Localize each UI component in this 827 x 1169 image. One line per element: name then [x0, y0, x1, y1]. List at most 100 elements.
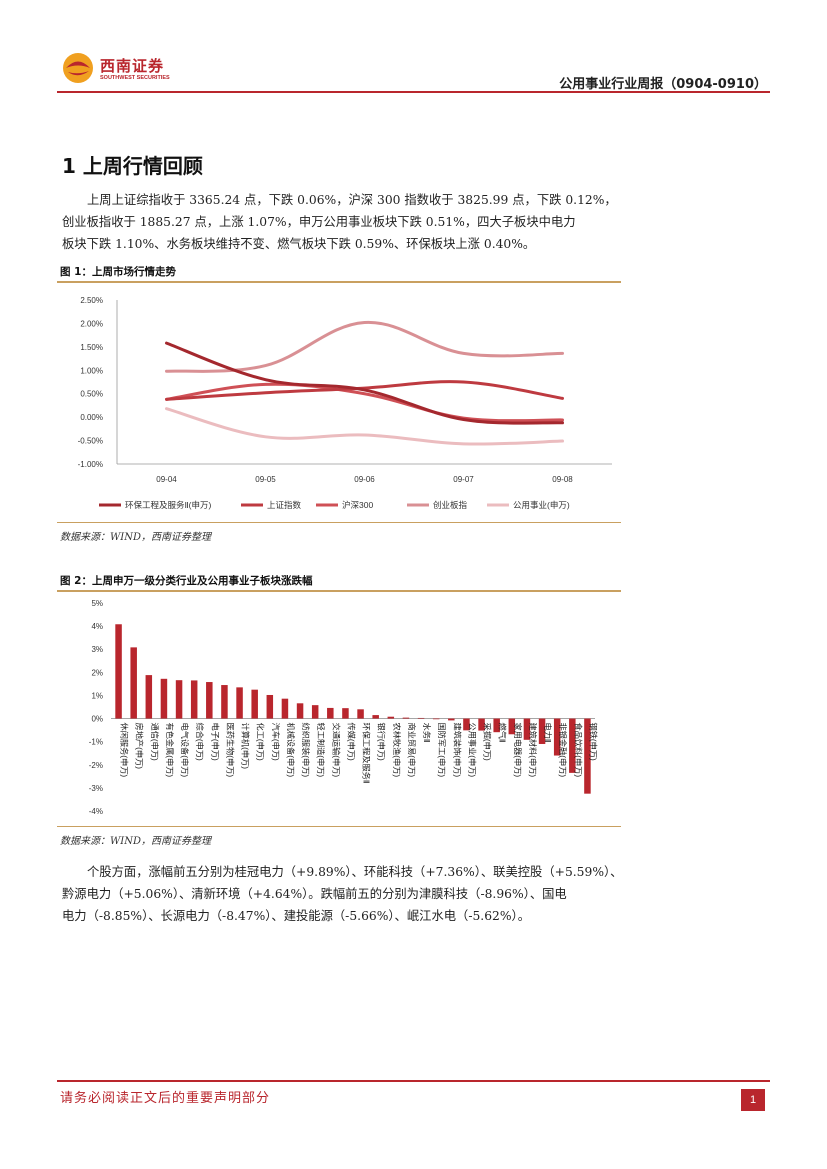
legend-label: 创业板指	[433, 500, 468, 510]
bar	[538, 718, 546, 744]
legend-label: 沪深300	[342, 500, 373, 510]
category-label: 钢铁(申万)	[588, 723, 598, 761]
bar	[508, 718, 516, 735]
disclaimer-note: 请务必阅读正文后的重要声明部分	[60, 1091, 271, 1106]
bar	[448, 718, 455, 721]
bar	[296, 703, 304, 719]
category-label: 休闲服务(申万)	[120, 723, 130, 778]
y-tick-label: -1%	[89, 738, 103, 747]
bar	[266, 694, 274, 719]
bar	[463, 718, 470, 731]
y-tick-label: 4%	[91, 622, 103, 631]
category-label: 医药生物(申万)	[225, 723, 235, 778]
category-label: 商业贸易(申万)	[407, 723, 417, 778]
section-heading: 1 上周行情回顾	[62, 154, 203, 178]
y-tick-label: 3%	[91, 645, 103, 654]
category-label: 机械设备(申万)	[286, 723, 296, 778]
paragraph-line: 板块下跌 1.10%、水务板块维持不变、燃气板块下跌 0.59%、环保板块上涨 …	[62, 237, 536, 251]
category-label: 环保工程及服务Ⅱ	[362, 723, 372, 784]
bar	[387, 716, 395, 719]
stock-movers-paragraph: 个股方面，涨幅前五分别为桂冠电力（+9.89%）、环能科技（+7.36%）、联美…	[62, 861, 622, 927]
y-tick-label: -3%	[89, 784, 103, 793]
figure-2-title: 图 2：上周申万一级分类行业及公用事业子板块涨跌幅	[60, 575, 313, 587]
bar	[569, 718, 576, 773]
bar	[372, 715, 379, 719]
y-tick-label: 0.00%	[80, 413, 103, 422]
bar	[311, 705, 319, 719]
y-tick-label: -4%	[89, 807, 103, 816]
bar	[523, 718, 531, 740]
x-tick-label: 09-05	[255, 475, 276, 484]
header-divider	[57, 91, 770, 93]
bar	[417, 717, 425, 719]
report-title: 公用事业行业周报（0904-0910）	[559, 77, 767, 92]
x-tick-label: 09-06	[354, 475, 375, 484]
category-label: 综合(申万)	[195, 723, 205, 761]
y-tick-label: 0.50%	[80, 390, 103, 399]
x-tick-label: 09-07	[453, 475, 474, 484]
category-label: 建筑材料(申万)	[528, 723, 538, 778]
y-tick-label: -1.00%	[78, 460, 103, 469]
paragraph-line: 个股方面，涨幅前五分别为桂冠电力（+9.89%）、环能科技（+7.36%）、联美…	[87, 865, 623, 879]
footer-divider	[57, 1080, 770, 1082]
company-logo	[63, 53, 93, 83]
bar	[130, 647, 137, 719]
bar	[342, 708, 349, 719]
bar	[115, 624, 122, 719]
bar	[553, 718, 561, 756]
category-label: 水务Ⅱ	[422, 723, 432, 743]
y-tick-label: 0%	[91, 715, 103, 724]
legend-label: 环保工程及服务Ⅱ(申万)	[125, 500, 212, 510]
category-label: 汽车(申万)	[271, 723, 281, 761]
figure-1-source: 数据来源：WIND，西南证券整理	[60, 532, 211, 543]
paragraph-line: 黔源电力（+5.06%）、清新环境（+4.64%）。跌幅前五的分别为津膜科技（-…	[62, 887, 567, 901]
bar	[251, 689, 258, 719]
x-tick-label: 09-08	[552, 475, 573, 484]
category-label: 国防军工(申万)	[437, 723, 447, 778]
figure-1-top-rule	[57, 281, 621, 283]
bar	[206, 682, 213, 719]
bar	[190, 680, 198, 719]
category-label: 化工(申万)	[256, 723, 266, 761]
series-line-2	[165, 382, 564, 423]
category-label: 电气设备(申万)	[180, 723, 190, 778]
category-label: 电子(申万)	[210, 723, 220, 761]
bar	[175, 680, 183, 719]
market-trend-line-chart: -1.00% -0.50% 0.00% 0.50% 1.00% 1.50% 2.00% 2.5…	[78, 296, 612, 510]
market-review-paragraph: 上周上证综指收于 3365.24 点，下跌 0.06%，沪深 300 指数收于 …	[62, 189, 622, 255]
figure-2-bottom-rule	[57, 826, 621, 827]
category-label: 传媒(申万)	[346, 723, 356, 761]
legend-label: 公用事业(申万)	[513, 500, 570, 510]
industry-change-bar-chart: -4% -3% -2% -1% 0% 1% 2% 3% 4% 5% 休闲服务(申万) 房地产(申万)…	[89, 599, 599, 816]
category-label: 通信(申万)	[150, 723, 160, 761]
logo-chinese-name: 西南证券	[100, 57, 165, 75]
legend-label: 上证指数	[267, 500, 302, 510]
category-label: 采掘(申万)	[483, 723, 493, 761]
figure-2-top-rule	[57, 590, 621, 592]
figure-1-title: 图 1：上周市场行情走势	[60, 266, 176, 278]
category-label: 银行(申万)	[377, 723, 387, 761]
category-label: 计算机(申万)	[241, 723, 251, 770]
category-label: 食品饮料(申万)	[573, 723, 583, 778]
bar	[357, 709, 364, 719]
bar	[432, 718, 440, 720]
bar	[281, 698, 289, 719]
y-tick-label: 1%	[91, 691, 103, 700]
y-tick-label: 2.00%	[80, 319, 103, 328]
category-label: 燃气Ⅱ	[498, 723, 508, 743]
figure-2-source: 数据来源：WIND，西南证券整理	[60, 836, 211, 847]
bar	[327, 707, 334, 719]
y-tick-label: 2.50%	[80, 296, 103, 305]
bar	[584, 718, 591, 794]
category-label: 房地产(申万)	[135, 723, 145, 770]
series-line-0	[165, 341, 564, 425]
y-tick-label: 5%	[91, 599, 103, 608]
paragraph-line: 电力（-8.85%）、长源电力（-8.47%）、建投能源（-5.66%）、岷江水…	[62, 909, 530, 923]
bar	[236, 687, 243, 719]
category-label: 有色金属(申万)	[165, 723, 175, 778]
bar	[478, 718, 485, 731]
series-line-1	[165, 380, 564, 401]
bar	[145, 675, 153, 719]
paragraph-line: 创业板指收于 1885.27 点，上涨 1.07%，申万公用事业板块下跌 0.5…	[62, 215, 576, 229]
paragraph-line: 上周上证综指收于 3365.24 点，下跌 0.06%，沪深 300 指数收于 …	[87, 193, 617, 207]
